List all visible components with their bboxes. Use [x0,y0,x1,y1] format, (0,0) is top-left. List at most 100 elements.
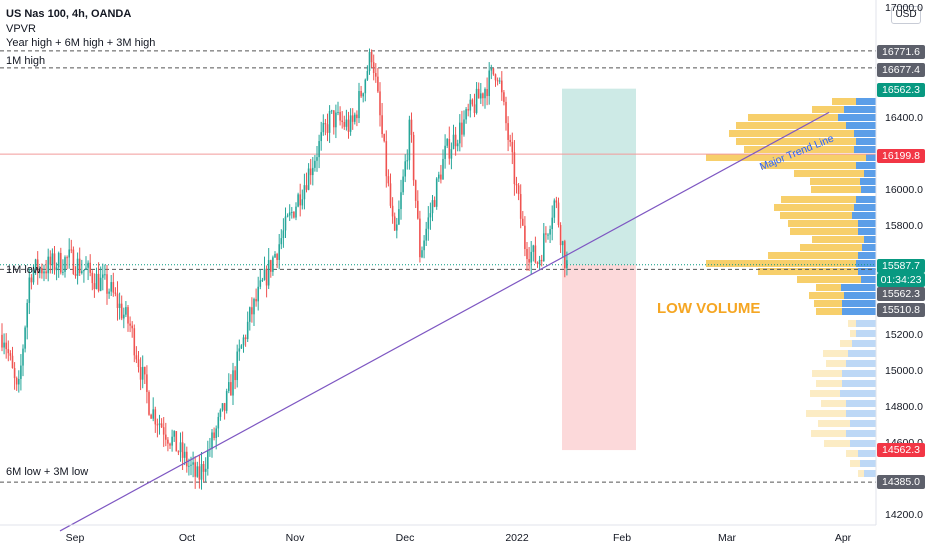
volume-profile-up-bar [852,212,876,219]
candle-body [181,442,184,458]
candle-body [150,414,152,419]
candle-body [320,132,322,142]
candle-body [167,439,169,444]
candle-body [343,122,346,127]
candle-body [175,431,178,452]
level-6m-low-label: 6M low + 3M low [6,466,89,478]
candle-body [1,334,3,348]
volume-profile-down-bar [824,440,850,447]
candle-body [99,277,102,291]
candle-body [221,403,224,410]
candle-body [438,174,440,179]
candle-body [76,258,79,276]
loss-zone [562,264,636,451]
candle-body [236,351,238,381]
candle-body [475,88,478,113]
candle-body [303,185,306,200]
candle-body [95,273,98,290]
candle-body [276,254,278,260]
volume-profile-up-bar [842,308,876,315]
candle-body [364,79,367,94]
candle-body [93,283,96,290]
indicator-label[interactable]: VPVR [6,23,36,35]
candle-body [515,184,518,186]
candle-body [51,253,54,265]
candle-body [104,274,106,276]
level-1m-high-label: 1M high [6,55,46,67]
candle-body [13,367,16,379]
volume-profile-down-bar [818,420,850,427]
candle-body [171,436,173,446]
volume-profile-down-bar [788,220,858,227]
candle-body [431,200,434,214]
candle-body [188,465,190,467]
volume-profile-down-bar [823,350,848,357]
price-tag: 16677.4 [877,63,925,77]
volume-profile-up-bar [858,228,876,235]
level-1m-low-label: 1M low [6,264,41,276]
volume-profile-up-bar [844,292,876,299]
candle-body [406,160,409,162]
candle-body [91,272,94,284]
candle-body [496,80,499,82]
candle-body [200,464,203,480]
candle-body [207,449,209,469]
candle-body [244,337,247,339]
candle-body [213,432,215,438]
volume-profile-down-bar [816,308,842,315]
candle-body [263,268,266,280]
candle-body [547,234,549,236]
candle-body [72,249,75,274]
candle-body [316,157,318,161]
volume-profile-up-bar [864,236,876,243]
candle-body [456,143,459,147]
candle-body [538,259,541,265]
candle-body [335,112,337,128]
candle-body [211,432,213,450]
candle-body [421,250,423,258]
volume-profile-up-bar [842,300,876,307]
candle-body [379,91,381,116]
volume-profile-down-bar [706,260,856,267]
candle-body [133,328,136,356]
candle-body [309,168,312,176]
y-axis-tick: 14800.0 [885,401,923,413]
candle-body [375,73,377,77]
indicator-label-2[interactable]: Year high + 6M high + 3M high [6,37,156,49]
candle-body [492,68,495,75]
candle-body [494,74,497,81]
candle-body [97,273,100,291]
candle-body [408,119,411,161]
candle-body [349,115,352,132]
candle-body [66,257,68,259]
candle-body [507,123,509,140]
volume-profile-down-bar [846,450,858,457]
candle-body [83,269,85,272]
candle-body [22,348,24,366]
candle-body [246,321,249,339]
candle-body [398,209,400,225]
volume-profile-up-bar [864,470,876,477]
volume-profile-up-bar [846,410,876,417]
y-axis-tick: 16400.0 [885,112,923,124]
candle-body [154,409,157,425]
candle-body [49,256,52,265]
volume-profile-down-bar [832,98,856,105]
candle-body [74,273,77,276]
candle-body [400,192,402,210]
candle-body [267,260,270,286]
candle-body [3,342,5,348]
candle-body [32,270,35,283]
x-axis-tick: 2022 [505,532,529,544]
volume-profile-up-bar [866,154,876,161]
candle-body [452,134,455,150]
volume-profile-down-bar [774,204,854,211]
volume-profile-up-bar [846,122,876,129]
currency-button[interactable]: USD [891,6,921,24]
volume-profile-up-bar [856,138,876,145]
candle-body [45,271,47,274]
candle-body [9,353,12,356]
candle-body [549,229,551,235]
